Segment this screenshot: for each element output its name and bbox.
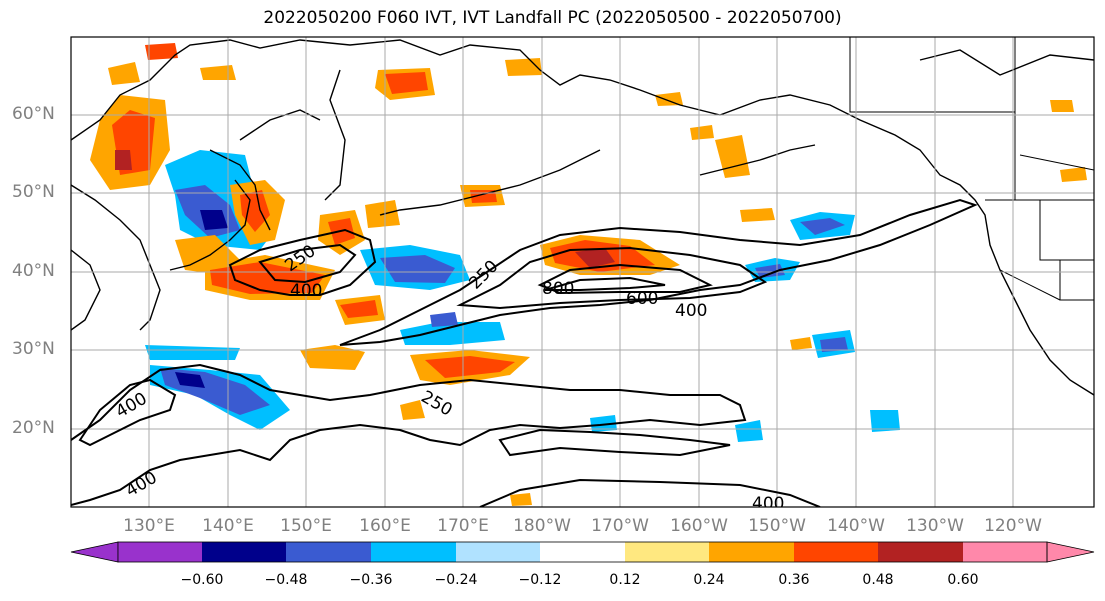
colorbar [70, 541, 1095, 563]
colorbar-tick-label: −0.24 [434, 572, 478, 588]
lat-label: 50°N [12, 182, 55, 202]
lon-label: 150°E [280, 516, 332, 536]
contour-label: 400 [752, 494, 784, 514]
colorbar-tick-label: −0.48 [264, 572, 308, 588]
colorbar-tick-label: 0.24 [693, 572, 725, 588]
map-title: 2022050200 F060 IVT, IVT Landfall PC (20… [263, 8, 842, 28]
lon-label: 160°W [670, 516, 728, 536]
lon-label: 170°E [437, 516, 489, 536]
contour-label: 800 [542, 279, 574, 299]
lon-label: 130°W [906, 516, 964, 536]
lon-label: 130°E [123, 516, 175, 536]
coastlines [71, 39, 1094, 396]
lon-label: 170°W [591, 516, 649, 536]
lat-label: 30°N [12, 339, 55, 359]
lon-label: 140°W [827, 516, 885, 536]
colorbar-tick-label: 0.36 [778, 572, 810, 588]
colorbar-extend-min [70, 541, 119, 563]
contour-label: 600 [626, 289, 658, 309]
political-borders [849, 37, 1094, 301]
colorbar-tick-label: 0.48 [862, 572, 894, 588]
lat-label: 40°N [12, 261, 55, 281]
map-frame [70, 36, 1095, 508]
ivt-contours [71, 198, 978, 507]
colorbar-tick-label: 0.12 [609, 572, 641, 588]
lat-label: 20°N [12, 418, 55, 438]
contour-label: 400 [675, 301, 707, 321]
colorbar-tick-label: −0.36 [349, 572, 393, 588]
contour-label: 400 [290, 281, 322, 301]
colorbar-extend-max [1046, 541, 1095, 563]
lon-label: 120°W [984, 516, 1042, 536]
lon-label: 180°W [513, 516, 571, 536]
lat-label: 60°N [12, 104, 55, 124]
colorbar-tick-label: 0.60 [947, 572, 979, 588]
graticule [71, 37, 1094, 507]
lon-label: 140°E [202, 516, 254, 536]
lon-label: 160°E [359, 516, 411, 536]
colorbar-tick-label: −0.60 [180, 572, 224, 588]
pc-shading [90, 43, 1087, 506]
lon-label: 150°W [748, 516, 806, 536]
colorbar-tick-label: −0.12 [518, 572, 562, 588]
